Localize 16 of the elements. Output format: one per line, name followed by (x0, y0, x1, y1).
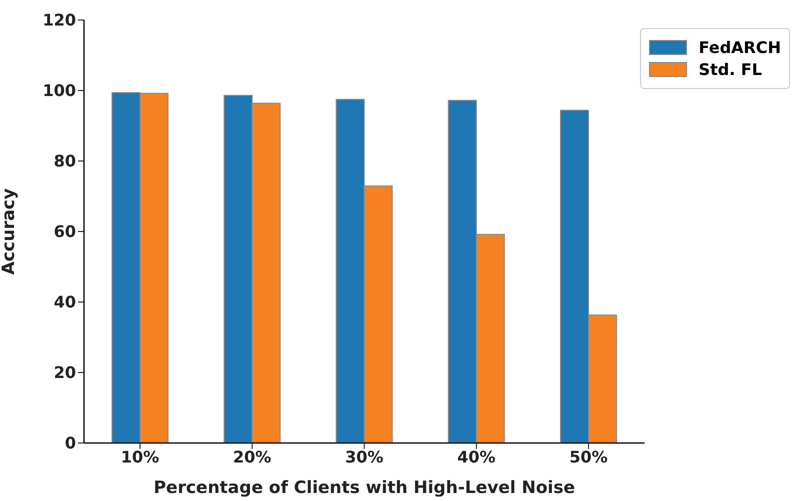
y-axis-title: Accuracy (0, 188, 20, 275)
x-tick-label: 50% (569, 447, 608, 466)
legend-label: FedARCH (698, 38, 781, 57)
y-tick-label: 80 (54, 152, 76, 171)
y-tick-label: 100 (42, 81, 76, 100)
y-tick-label: 40 (54, 292, 76, 312)
legend-label: Std. FL (698, 60, 762, 79)
y-tick-label: 20 (54, 363, 76, 382)
y-tick-label: 120 (42, 10, 76, 30)
x-tick-label: 40% (457, 447, 496, 466)
x-tick-label: 30% (345, 447, 384, 466)
x-tick-label: 20% (233, 447, 272, 466)
x-tick-label: 10% (120, 447, 160, 466)
y-tick-label: 0 (64, 434, 76, 453)
y-tick-label: 60 (54, 222, 76, 242)
x-axis-title: Percentage of Clients with High-Level Noise (154, 478, 575, 498)
